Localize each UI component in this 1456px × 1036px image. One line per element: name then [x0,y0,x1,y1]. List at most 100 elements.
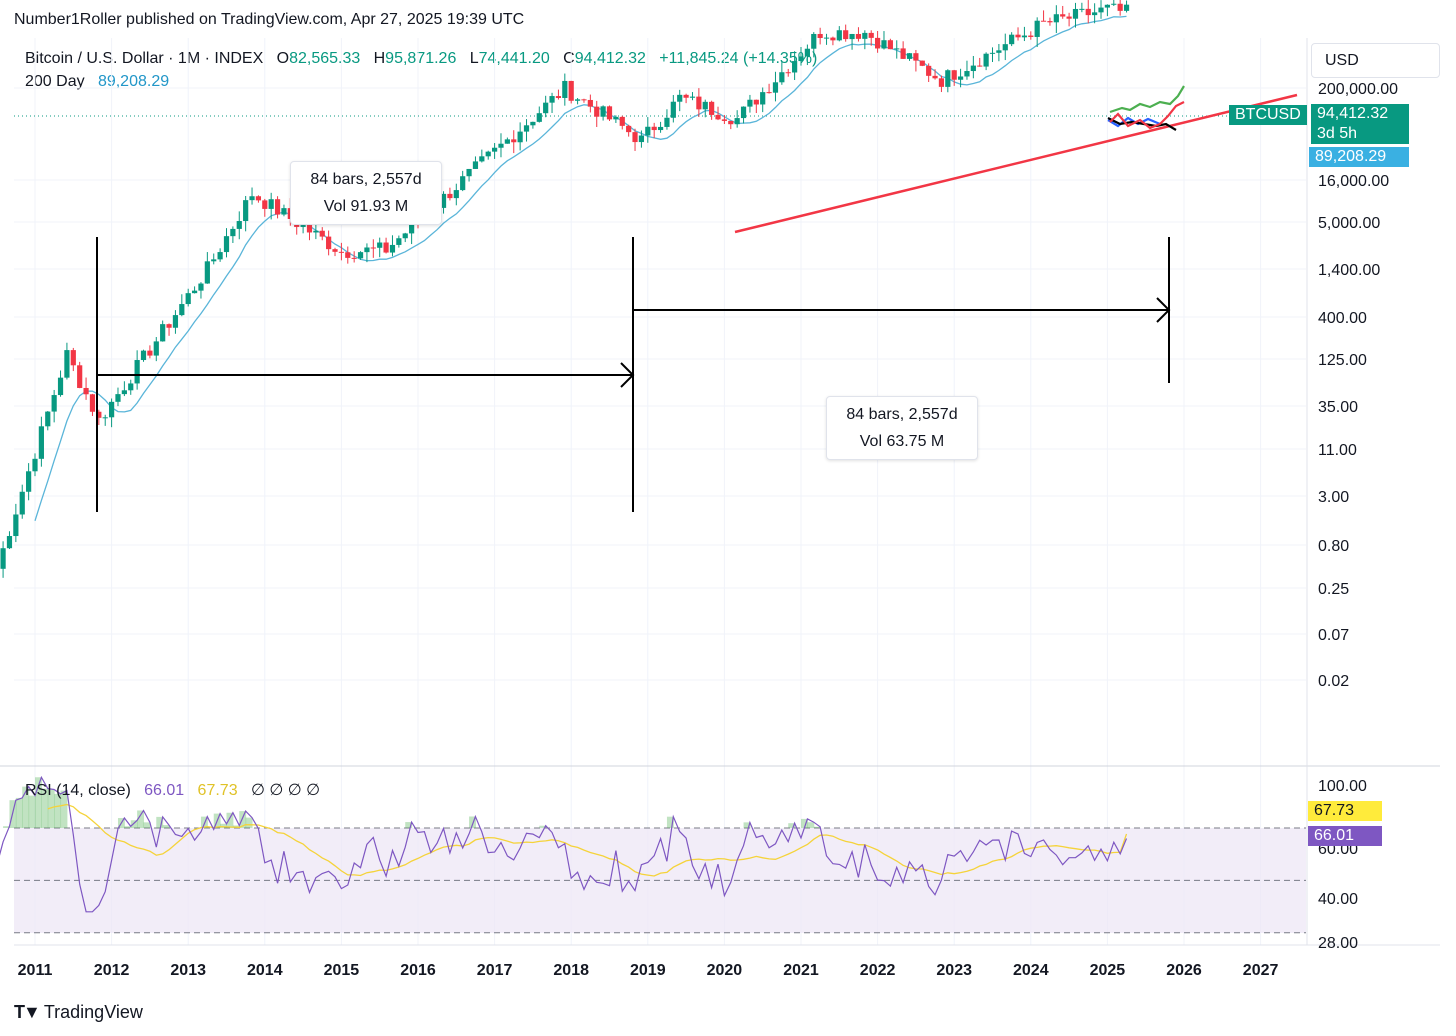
candle-body [1092,12,1098,16]
candle [198,282,204,299]
trend-line[interactable] [734,93,1298,234]
candle-body [779,72,785,83]
candle-body [1028,35,1034,37]
candle [249,187,255,205]
candle-body [357,252,364,259]
rsi-ob-fill [801,818,808,828]
ma-legend[interactable]: 200 Day 89,208.29 [25,73,169,91]
measure-tool-2[interactable] [632,237,1171,512]
rsi-legend[interactable]: RSI (14, close) 66.01 67.73 ∅ ∅ ∅ ∅ [25,780,320,800]
time-axis[interactable]: 2011 2012 2013 2014 2015 2016 2017 2018 2019 2020… [18,962,1279,979]
candle [849,33,855,50]
open-value: 82,565.33 [289,50,361,67]
candle-body [32,458,38,472]
tradingview-logo-icon: T▼ [14,1002,41,1022]
candle-body [906,53,913,59]
candle-body [747,99,753,107]
candle-body [696,96,702,110]
time-tick-2027: 2027 [1243,962,1279,979]
candle-body [753,99,759,105]
rsi-legend-ma-value: 67.73 [197,782,238,799]
grid [14,38,1306,945]
candle-body [804,48,810,57]
ma-label: 200 Day [25,73,85,90]
high-value: 95,871.26 [385,50,457,67]
candle [19,484,25,519]
candle [460,170,466,192]
candle-body [440,193,447,208]
measure-tool-1[interactable] [96,237,635,512]
candle-body [721,119,727,121]
measure-vol-1: Vol 91.93 M [323,198,409,215]
candle [728,120,734,130]
change-value: +11,845.24 (+14.35%) [659,50,818,67]
candle [792,51,798,81]
candle [204,252,210,284]
candle-body [830,37,836,41]
candle-body [1085,8,1091,16]
symbol-tag: BTCUSD [1229,105,1307,125]
candle-body [587,99,593,107]
candle [1098,0,1104,19]
symbol-title[interactable]: Bitcoin / U.S. Dollar · 1M · INDEX [25,50,264,67]
projection-paths [1107,85,1185,131]
candle [715,106,721,121]
candle-body [332,249,338,252]
price-tick: 5,000.00 [1318,215,1380,232]
candle [721,115,727,125]
tradingview-logo[interactable]: T▼ TradingView [14,1002,143,1023]
price-axis[interactable]: 200,000.00 16,000.00 5,000.00 1,400.00 400.0… [1318,81,1398,690]
rsi-ob-fill [245,817,253,828]
rsi-ma-tag: 67.73 [1308,801,1382,821]
rsi-ob-fill [35,777,42,828]
candle-body [843,30,849,40]
candle-body [613,116,619,120]
candle-body [536,113,542,122]
candle-body [1002,44,1008,51]
candle-body [19,491,25,515]
candle [1104,4,1110,17]
candle [734,110,740,128]
candle-body [140,350,147,361]
measure-bars-2: 84 bars, 2,557d [846,406,958,423]
price-tick: 200,000.00 [1318,81,1398,98]
candle-body [6,536,13,549]
candle-body [811,33,817,49]
candle [919,60,925,67]
candle [211,253,217,265]
candle [115,387,121,407]
candle-body [134,360,140,384]
candle [345,246,351,264]
measure-label-2[interactable]: 84 bars, 2,557d Vol 63.75 M [826,396,978,460]
rsi-line [0,775,1128,913]
candle [811,32,817,58]
candle [472,156,479,170]
currency-selector[interactable]: USD [1311,43,1440,78]
rsi-ob-fill [22,786,30,828]
candle [1053,5,1059,34]
candle-body [702,101,708,110]
candle [319,227,325,241]
price-tag-countdown: 3d 5h [1317,125,1358,142]
candle [638,130,645,148]
candle [383,237,389,254]
rsi-tick: 28.00 [1318,935,1358,952]
candle [549,92,555,113]
rsi-ob-fill [539,825,547,828]
rsi-tag: 66.01 [1308,826,1382,846]
candle [440,191,447,214]
candle-body [1015,34,1021,38]
candle-body [926,65,932,76]
candle [760,87,766,113]
candle-body [109,401,115,418]
candle-body [792,61,798,73]
measure-label-1[interactable]: 84 bars, 2,557d Vol 91.93 M [290,161,442,225]
candle [594,100,600,127]
candle-body [83,387,89,395]
candle-body [128,383,134,391]
candle [945,69,951,93]
candle-body [594,106,600,117]
candle [498,133,504,158]
candle-body [313,230,319,233]
